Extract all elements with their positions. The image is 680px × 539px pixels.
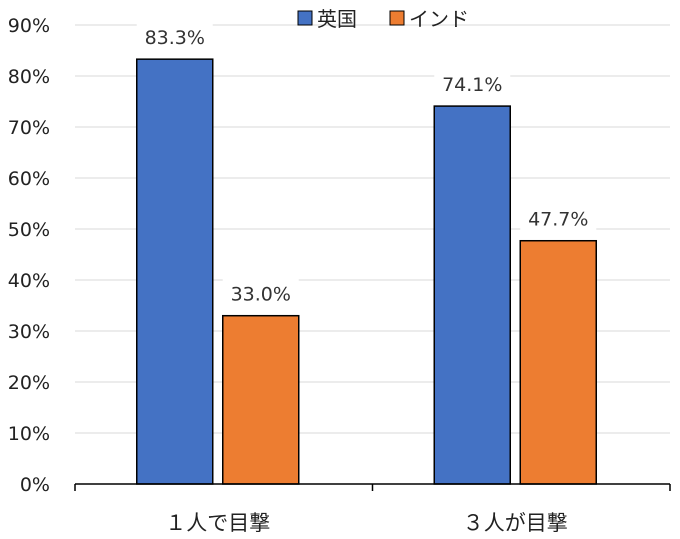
data-labels: 83.3% 33.0% 74.1% 47.7% xyxy=(136,19,597,312)
data-label: 33.0% xyxy=(231,284,291,306)
legend-label-india: インド xyxy=(409,7,469,31)
y-tick-label: 10% xyxy=(8,423,50,445)
y-tick-label: 30% xyxy=(8,321,50,343)
y-axis: 0% 10% 20% 30% 40% 50% 60% 70% 80% 90% xyxy=(8,15,50,496)
bar-india-2 xyxy=(519,239,597,485)
legend: 英国 インド xyxy=(297,7,469,31)
y-tick-label: 50% xyxy=(8,219,50,241)
y-tick-label: 90% xyxy=(8,15,50,37)
bar-india-1 xyxy=(222,314,300,485)
y-tick-label: 20% xyxy=(8,372,50,394)
data-label: 83.3% xyxy=(145,27,205,49)
data-label-box xyxy=(136,19,213,56)
data-label: 74.1% xyxy=(442,74,502,96)
y-tick-label: 70% xyxy=(8,117,50,139)
bar-uk-2 xyxy=(433,105,511,485)
data-label-box xyxy=(520,200,597,237)
y-tick-label: 80% xyxy=(8,66,50,88)
legend-swatch-india xyxy=(389,10,405,26)
x-category-label: ３人が目撃 xyxy=(463,511,568,535)
data-label: 47.7% xyxy=(528,209,588,231)
bars xyxy=(136,58,597,485)
bar-uk-1 xyxy=(136,58,214,485)
data-label-box xyxy=(434,66,511,103)
y-tick-label: 40% xyxy=(8,270,50,292)
data-label-box xyxy=(222,275,299,312)
legend-label-uk: 英国 xyxy=(317,7,357,31)
legend-swatch-uk xyxy=(297,10,313,26)
y-tick-label: 60% xyxy=(8,168,50,190)
x-axis: １人で目撃 ３人が目撃 xyxy=(74,483,671,535)
y-tick-label: 0% xyxy=(20,474,50,496)
x-category-label: １人で目撃 xyxy=(165,511,270,535)
